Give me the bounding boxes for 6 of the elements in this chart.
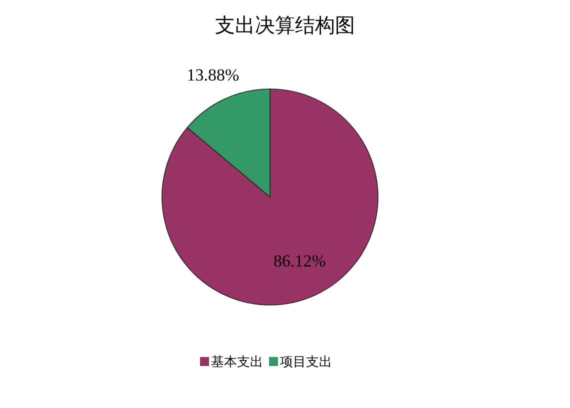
- chart-title: 支出决算结构图: [215, 15, 355, 37]
- data-label: 13.88%: [186, 66, 240, 85]
- pie-slice: [162, 88, 378, 306]
- legend-label: 基本支出: [211, 355, 263, 370]
- data-label: 86.12%: [273, 252, 326, 271]
- legend-label: 项目支出: [280, 355, 332, 370]
